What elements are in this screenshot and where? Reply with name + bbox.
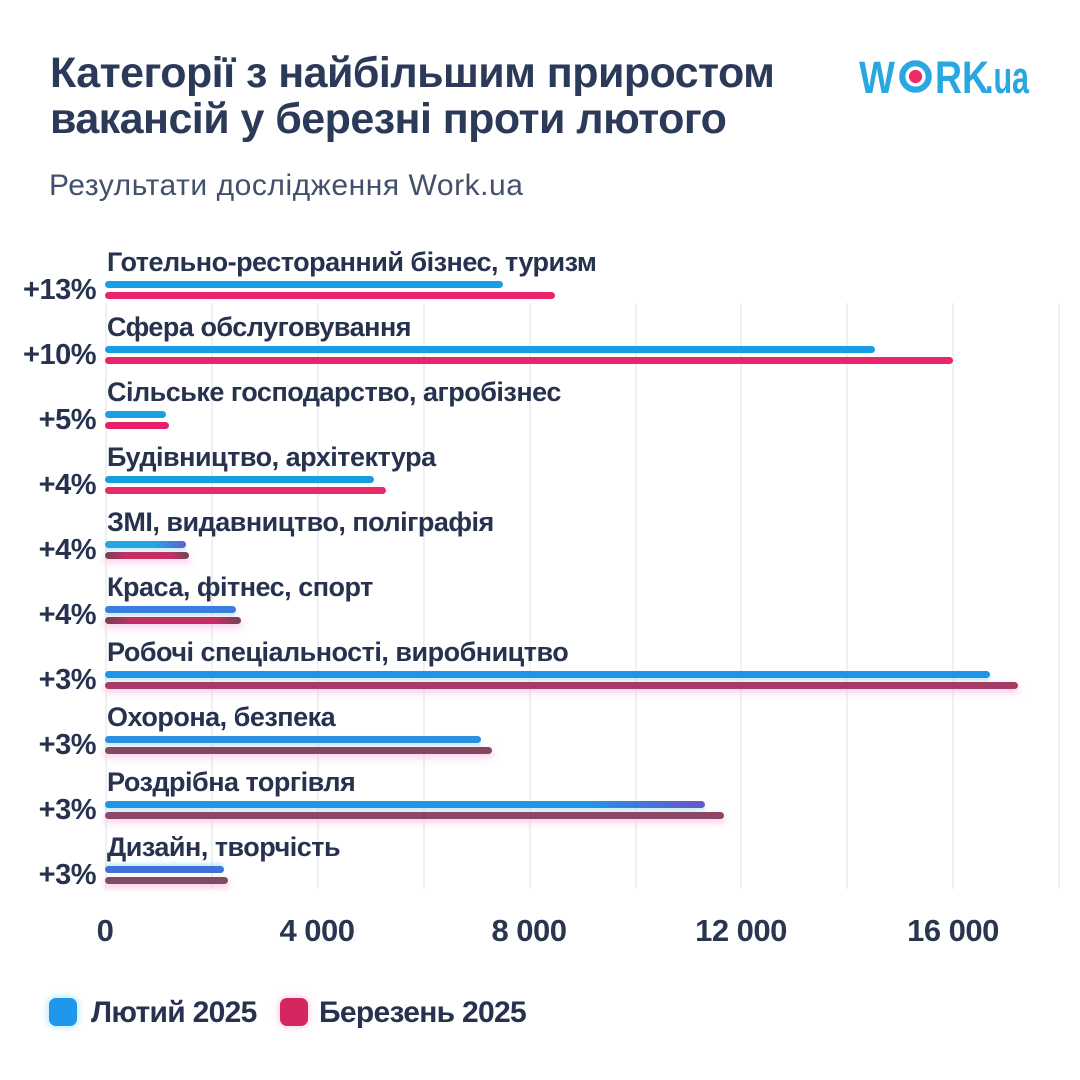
svg-text:W: W [859,52,895,100]
svg-text:.ua: .ua [985,52,1030,100]
svg-text:RK: RK [935,52,989,100]
